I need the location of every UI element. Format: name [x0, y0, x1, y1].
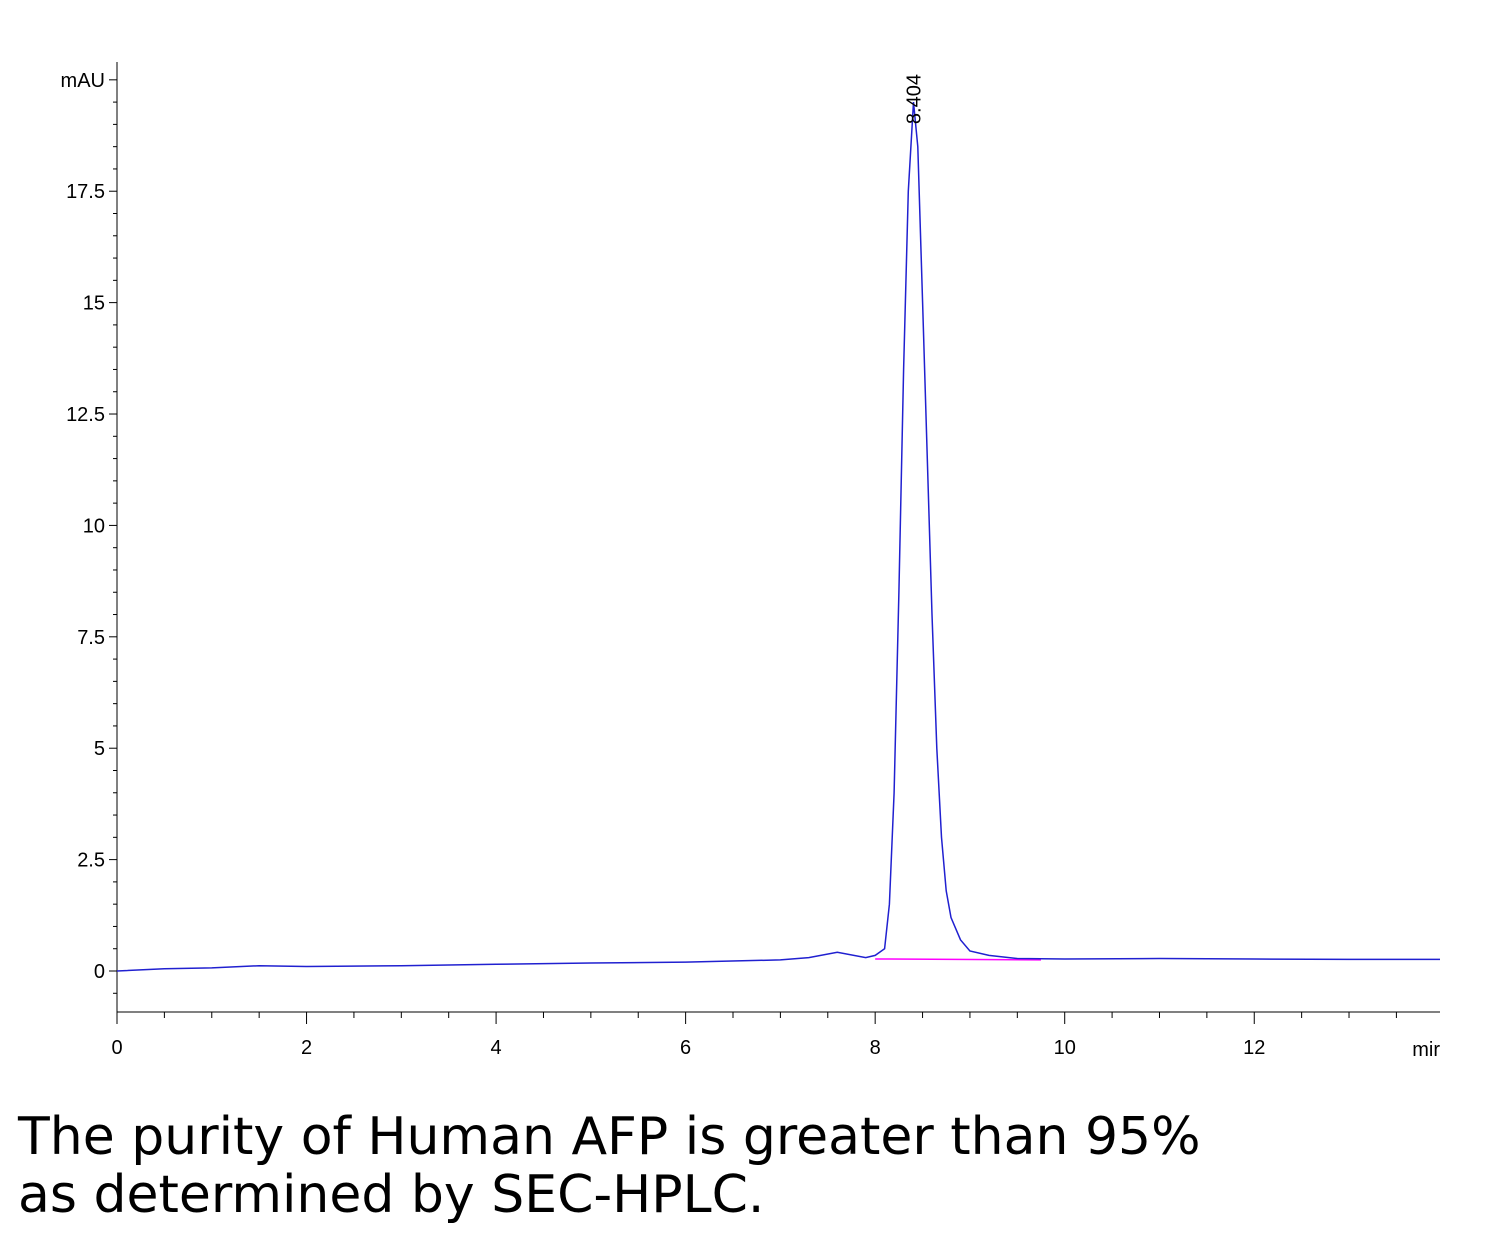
y-tick-label: 12.5	[66, 404, 105, 426]
y-tick-label: 10	[83, 515, 105, 537]
y-tick-label: mAU	[61, 70, 105, 92]
x-tick-label: 6	[680, 1037, 691, 1059]
y-tick-label: 7.5	[77, 627, 105, 649]
y-tick-label: 5	[94, 738, 105, 760]
x-tick-label: 4	[491, 1037, 502, 1059]
caption-line: The purity of Human AFP is greater than …	[18, 1107, 1201, 1167]
y-tick-label: 2.5	[77, 850, 105, 872]
caption-line: as determined by SEC-HPLC.	[18, 1165, 765, 1225]
x-axis-unit: mir	[1412, 1039, 1440, 1061]
y-tick-label: 17.5	[66, 181, 105, 203]
x-tick-label: 12	[1243, 1037, 1265, 1059]
x-tick-label: 0	[111, 1037, 122, 1059]
x-tick-label: 10	[1054, 1037, 1076, 1059]
chart: 0 2.5 5 7.5 10 12.5 15 17.5 mAU 0 2 4 6 8 10 12 mir 8.404	[61, 62, 1440, 1061]
y-tick-label: 0	[94, 961, 105, 983]
x-tick-label: 2	[301, 1037, 312, 1059]
x-tick-label: 8	[870, 1037, 881, 1059]
chromatogram-trace	[116, 102, 1440, 972]
integration-baseline	[875, 958, 1042, 961]
peak-label: 8.404	[903, 74, 925, 124]
y-tick-label: 15	[83, 293, 105, 315]
